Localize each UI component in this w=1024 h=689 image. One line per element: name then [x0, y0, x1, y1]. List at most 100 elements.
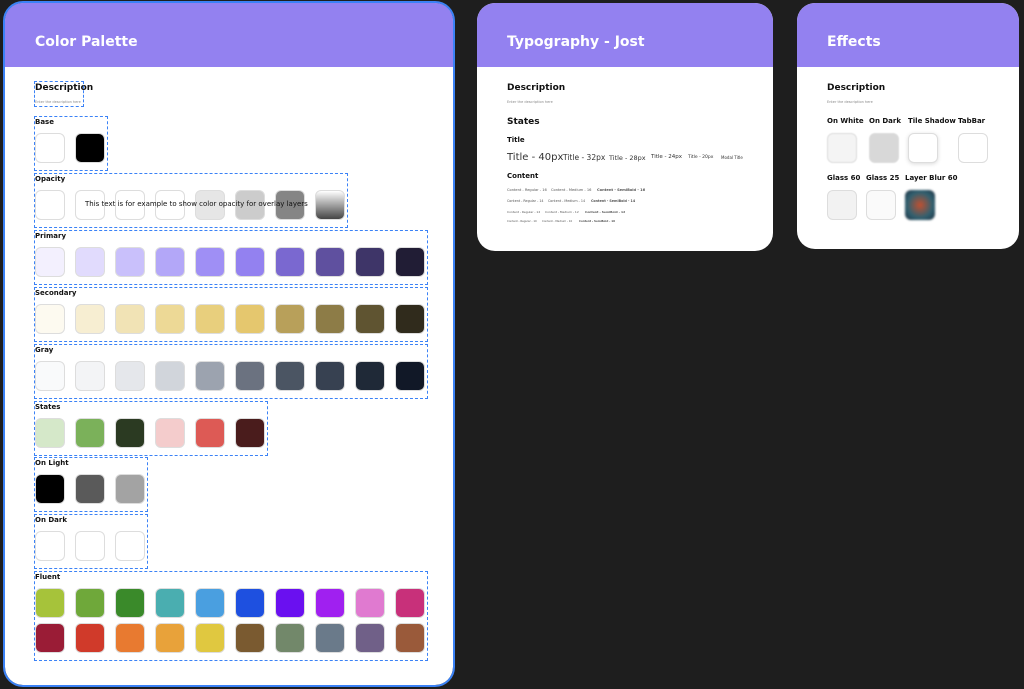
- swatch: [275, 623, 305, 653]
- swatch: [275, 304, 305, 334]
- swatch: [275, 361, 305, 391]
- section-label: Description: [827, 83, 886, 93]
- section-label: Description: [507, 83, 566, 93]
- swatch: [395, 361, 425, 391]
- effect-label: Layer Blur 60: [905, 174, 958, 182]
- swatch: [235, 361, 265, 391]
- group-box: [34, 571, 428, 661]
- card-header: Color Palette: [5, 3, 453, 67]
- content-sample: Content - SemiBold - 14: [591, 199, 636, 203]
- effects-card: Effects Description Enter the description…: [797, 3, 1019, 249]
- group-box: [34, 116, 108, 171]
- swatch: [35, 418, 65, 448]
- effect-tile: [869, 133, 899, 163]
- swatch: [355, 361, 385, 391]
- effect-tile: [827, 133, 857, 163]
- effect-label: Tile Shadow: [908, 117, 956, 125]
- group-label: Secondary: [35, 289, 77, 297]
- swatch: [35, 361, 65, 391]
- swatch: [115, 531, 145, 561]
- group-box: [34, 230, 428, 285]
- sub-label: Content: [507, 172, 539, 180]
- group-box: [34, 81, 84, 107]
- swatch: [35, 588, 65, 618]
- swatch: [155, 190, 185, 220]
- swatch: [75, 474, 105, 504]
- swatch: [155, 418, 185, 448]
- swatch: [115, 623, 145, 653]
- swatch: [315, 361, 345, 391]
- section-label: Description: [35, 83, 94, 93]
- swatch: [75, 133, 105, 163]
- title-sample: Title - 20px: [688, 154, 714, 160]
- effect-tile: [908, 133, 938, 163]
- swatch: [35, 133, 65, 163]
- swatch: [35, 474, 65, 504]
- swatch: [115, 474, 145, 504]
- swatch: [75, 531, 105, 561]
- card-title: Color Palette: [35, 34, 138, 50]
- group-box: [34, 173, 348, 228]
- swatch: [315, 247, 345, 277]
- swatch: [115, 418, 145, 448]
- content-sample: Content - Medium - 10: [542, 219, 573, 223]
- swatch: [115, 304, 145, 334]
- effect-label: TabBar: [958, 117, 986, 125]
- title-sample: Title - 40px: [507, 152, 564, 163]
- group-label: States: [35, 403, 61, 411]
- group-box: [34, 457, 148, 512]
- sub-label: Title: [507, 136, 525, 144]
- palette-card: Color Palette Description Enter the descr…: [3, 1, 455, 687]
- swatch: [195, 304, 225, 334]
- swatch: [195, 247, 225, 277]
- content-sample: Content - Regular - 12: [507, 210, 541, 214]
- swatch: [195, 588, 225, 618]
- swatch: [315, 190, 345, 220]
- title-sample: Title - 24px: [651, 154, 683, 161]
- swatch: [195, 623, 225, 653]
- content-sample: Content - Regular - 10: [507, 219, 537, 223]
- swatch: [275, 247, 305, 277]
- swatch: [35, 190, 65, 220]
- effect-label: On White: [827, 117, 864, 125]
- swatch: [35, 247, 65, 277]
- swatch: [355, 247, 385, 277]
- card-title: Effects: [827, 34, 881, 50]
- swatch: [35, 623, 65, 653]
- typography-card: Typography - Jost Description Enter the d…: [477, 3, 773, 251]
- swatch: [155, 588, 185, 618]
- swatch: [75, 304, 105, 334]
- swatch: [315, 588, 345, 618]
- swatch: [115, 361, 145, 391]
- hint: Enter the description here: [35, 100, 81, 104]
- swatch: [235, 588, 265, 618]
- group-box: [34, 401, 268, 456]
- swatch: [35, 531, 65, 561]
- swatch: [395, 247, 425, 277]
- content-sample: Content - Regular - 16: [507, 188, 547, 192]
- opacity-note: This text is for example to show color o…: [85, 200, 308, 208]
- effect-tile: [866, 190, 896, 220]
- swatch: [235, 418, 265, 448]
- swatch: [75, 190, 105, 220]
- group-label: On Dark: [35, 516, 68, 524]
- group-label: Primary: [35, 232, 67, 240]
- hint: Enter the description here: [507, 100, 553, 104]
- swatch: [355, 588, 385, 618]
- swatch: [355, 623, 385, 653]
- swatch: [75, 588, 105, 618]
- effect-tile: [827, 190, 857, 220]
- swatch: [395, 623, 425, 653]
- content-sample: Content - Medium - 12: [545, 210, 579, 214]
- swatch: [235, 247, 265, 277]
- title-sample: Modal Title: [721, 155, 743, 160]
- swatch: [35, 304, 65, 334]
- content-sample: Content - Regular - 14: [507, 199, 544, 203]
- swatch: [75, 623, 105, 653]
- swatch: [115, 190, 145, 220]
- card-title: Typography - Jost: [507, 34, 645, 50]
- swatch: [235, 304, 265, 334]
- hint: Enter the description here: [827, 100, 873, 104]
- swatch: [75, 247, 105, 277]
